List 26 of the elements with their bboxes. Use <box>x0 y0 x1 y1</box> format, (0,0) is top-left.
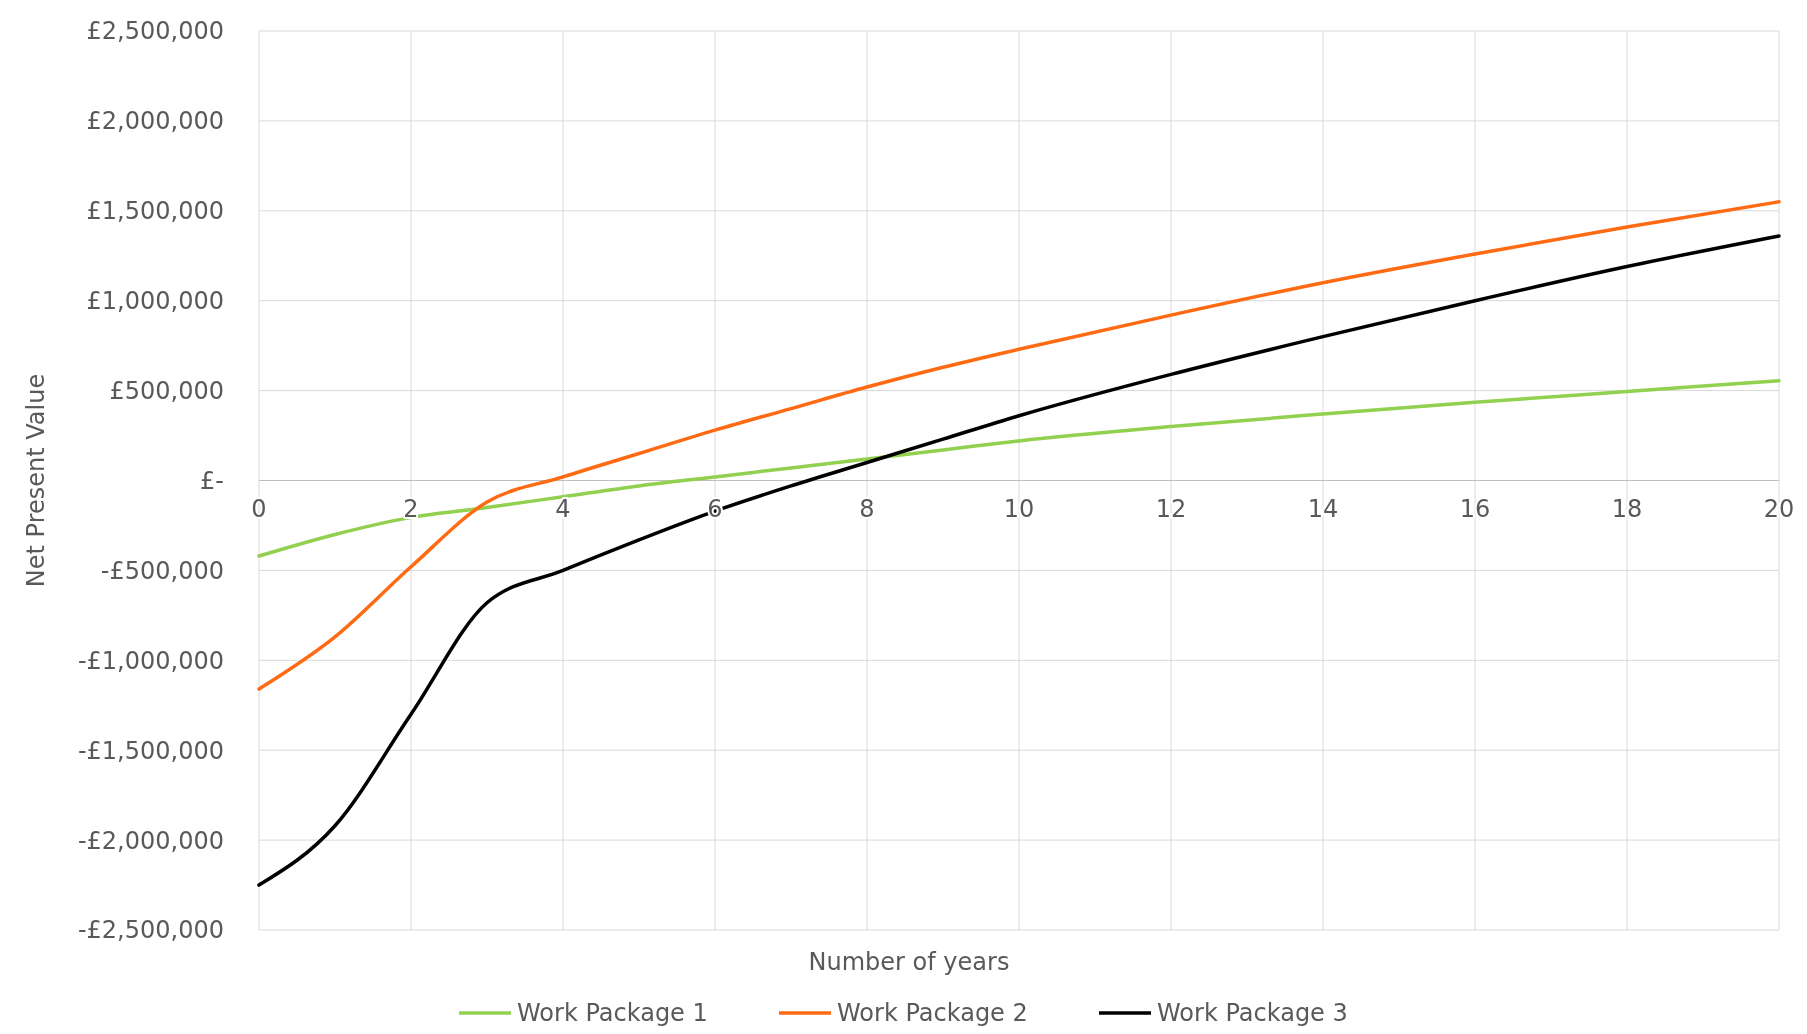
y-axis-title: Net Present Value <box>22 373 50 588</box>
x-tick-label: 10 <box>1003 494 1035 523</box>
y-tick-label: £500,000 <box>109 377 224 405</box>
y-tick-label: £2,000,000 <box>86 107 224 136</box>
y-tick-label: £2,500,000 <box>86 17 224 46</box>
x-tick-label: 16 <box>1459 494 1491 523</box>
x-tick-label: 14 <box>1307 494 1339 523</box>
legend-label: Work Package 1 <box>517 999 708 1028</box>
x-tick-label: 0 <box>251 494 267 523</box>
legend-label: Work Package 3 <box>1157 999 1348 1028</box>
x-tick-label: 20 <box>1763 494 1795 523</box>
y-tick-label: £- <box>200 466 224 495</box>
x-tick-label: 12 <box>1155 494 1187 523</box>
y-tick-label: -£500,000 <box>100 556 224 585</box>
y-tick-label: -£1,000,000 <box>77 646 224 675</box>
x-tick-label: 18 <box>1611 494 1643 523</box>
y-tick-label: -£2,000,000 <box>77 826 224 855</box>
y-tick-label: £1,000,000 <box>86 287 224 316</box>
y-tick-label: £1,500,000 <box>86 197 224 226</box>
x-axis-title: Number of years <box>808 948 1010 976</box>
x-tick-label: 4 <box>555 494 571 523</box>
y-tick-label: -£1,500,000 <box>77 736 224 765</box>
legend-label: Work Package 2 <box>837 999 1028 1028</box>
x-tick-label: 8 <box>859 494 875 523</box>
y-tick-label: -£2,500,000 <box>77 916 224 945</box>
x-tick-label: 2 <box>403 494 419 523</box>
